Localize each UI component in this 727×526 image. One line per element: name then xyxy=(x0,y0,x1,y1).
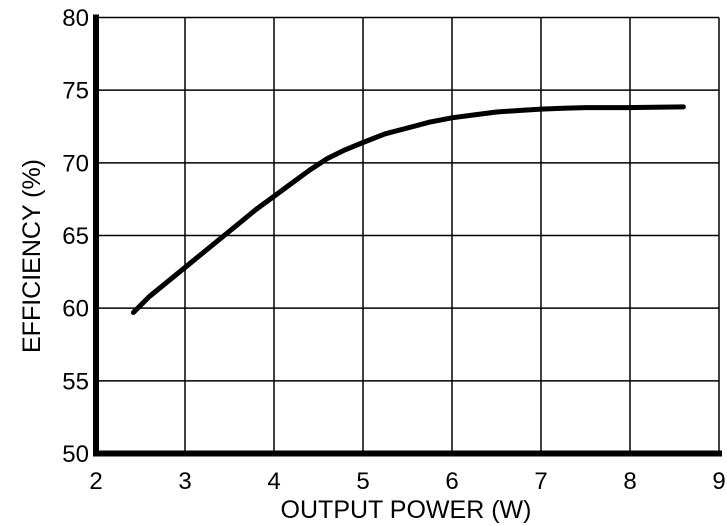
x-tick-label: 6 xyxy=(445,468,458,495)
y-tick-label: 70 xyxy=(62,150,89,177)
x-tick-label: 3 xyxy=(178,468,191,495)
axis-layer xyxy=(93,14,722,457)
tick-label-layer: 2 3 4 5 6 7 8 9 50 55 60 65 70 75 80 xyxy=(62,5,725,495)
series-efficiency-curve xyxy=(130,104,686,315)
y-tick-label: 65 xyxy=(62,223,89,250)
x-tick-label: 4 xyxy=(267,468,280,495)
x-tick-label: 7 xyxy=(534,468,547,495)
x-tick-label: 2 xyxy=(89,468,102,495)
x-tick-label: 8 xyxy=(623,468,636,495)
series-layer xyxy=(130,104,686,315)
y-tick-label: 55 xyxy=(62,368,89,395)
x-tick-label: 5 xyxy=(356,468,369,495)
y-axis-title: EFFICIENCY (%) xyxy=(18,159,46,353)
grid-layer xyxy=(96,16,720,454)
y-tick-label: 60 xyxy=(62,296,89,323)
x-tick-label: 9 xyxy=(712,468,725,495)
x-axis-title: OUTPUT POWER (W) xyxy=(281,496,532,524)
y-tick-label: 50 xyxy=(62,441,89,468)
y-tick-label: 80 xyxy=(62,5,89,32)
y-tick-label: 75 xyxy=(62,78,89,105)
